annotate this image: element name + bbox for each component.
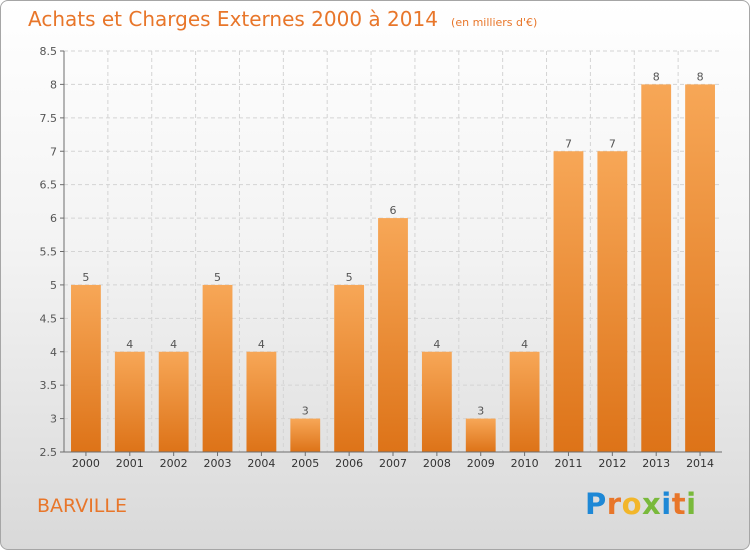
bar: [246, 351, 277, 452]
bar-value-label: 5: [82, 271, 89, 284]
logo-letter: t: [671, 487, 687, 521]
x-tick-label: 2001: [116, 457, 144, 470]
logo-letter: o: [621, 487, 643, 521]
bar-value-label: 5: [346, 271, 353, 284]
y-tick-label: 4.5: [40, 312, 58, 325]
bar-value-label: 7: [565, 137, 572, 150]
chart-title: Achats et Charges Externes 2000 à 2014: [28, 7, 438, 31]
x-tick-label: 2000: [72, 457, 100, 470]
x-tick-label: 2005: [291, 457, 319, 470]
bar: [641, 84, 672, 453]
bar-value-label: 3: [477, 405, 484, 418]
bar: [114, 351, 145, 452]
x-tick-label: 2009: [467, 457, 495, 470]
bar-value-label: 4: [258, 338, 265, 351]
x-tick-label: 2008: [423, 457, 451, 470]
x-tick-label: 2006: [335, 457, 363, 470]
bar: [290, 418, 321, 452]
chart-title-block: Achats et Charges Externes 2000 à 2014 (…: [28, 7, 537, 31]
bar: [202, 284, 233, 452]
x-tick-label: 2007: [379, 457, 407, 470]
x-tick-label: 2004: [247, 457, 275, 470]
y-tick-label: 6.5: [40, 179, 58, 192]
y-tick-label: 8.5: [40, 45, 58, 58]
bar: [158, 351, 189, 452]
bar-value-label: 4: [521, 338, 528, 351]
bar-value-label: 6: [390, 204, 397, 217]
y-tick-label: 7.5: [40, 112, 58, 125]
logo-letter: x: [642, 487, 662, 521]
y-tick-label: 5: [50, 279, 57, 292]
y-tick-label: 8: [50, 78, 57, 91]
bar: [334, 284, 365, 452]
y-tick-label: 7: [50, 145, 57, 158]
bar-value-label: 5: [214, 271, 221, 284]
proxiti-logo: Proxiti: [585, 487, 697, 521]
bar-value-label: 4: [126, 338, 133, 351]
x-tick-label: 2014: [686, 457, 714, 470]
logo-letter: P: [585, 487, 607, 521]
bar: [685, 84, 715, 453]
y-tick-label: 3: [50, 413, 57, 426]
y-tick-label: 6: [50, 212, 57, 225]
bar: [509, 351, 540, 452]
x-tick-label: 2003: [204, 457, 232, 470]
logo-letter: i: [686, 487, 697, 521]
bar: [597, 151, 628, 452]
bar-value-label: 3: [302, 405, 309, 418]
bar: [465, 418, 496, 452]
bars: 5 4 4 5 4 3 5 6 4 3 4 7 7 8 8: [71, 70, 715, 453]
bar: [421, 351, 452, 452]
chart-unit: (en milliers d'€): [451, 16, 538, 29]
bar: [378, 218, 408, 452]
x-tick-label: 2011: [554, 457, 582, 470]
axes: 2.5 3 3.5 4 4.5 5 5.5 6 6.5 7 7.5 8 8.5 2000 2001 2002 2…: [40, 45, 722, 470]
bar-value-label: 8: [653, 70, 660, 83]
logo-letter: i: [661, 487, 672, 521]
x-tick-label: 2010: [511, 457, 539, 470]
commune-name: BARVILLE: [37, 495, 127, 517]
bar-value-label: 4: [170, 338, 177, 351]
bar-value-label: 7: [609, 137, 616, 150]
y-tick-label: 2.5: [40, 446, 58, 459]
x-tick-label: 2013: [642, 457, 670, 470]
x-tick-label: 2002: [160, 457, 188, 470]
x-tick-label: 2012: [598, 457, 626, 470]
bar-value-label: 8: [697, 70, 704, 83]
logo-letter: r: [606, 487, 622, 521]
bar-value-label: 4: [433, 338, 440, 351]
bar: [553, 151, 584, 452]
bar: [71, 284, 101, 452]
y-tick-label: 5.5: [40, 246, 58, 259]
y-tick-label: 4: [50, 346, 57, 359]
y-tick-label: 3.5: [40, 379, 58, 392]
